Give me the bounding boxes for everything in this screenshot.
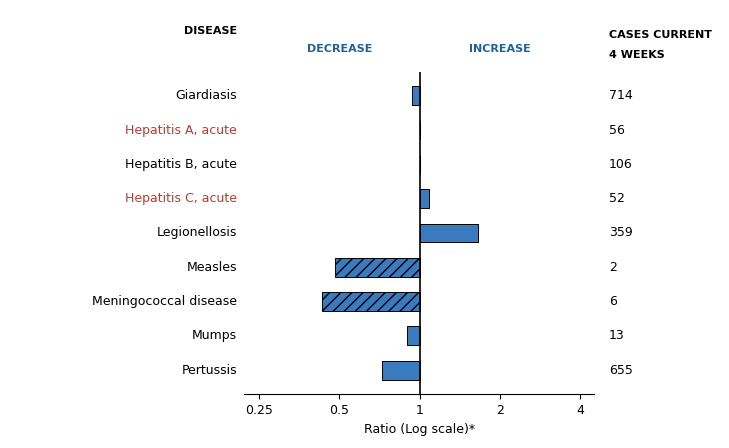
Text: 52: 52 <box>609 192 625 205</box>
Text: DISEASE: DISEASE <box>184 26 237 36</box>
Bar <box>412 86 420 105</box>
Text: 2: 2 <box>609 261 617 274</box>
Text: Hepatitis B, acute: Hepatitis B, acute <box>125 158 237 171</box>
Text: 6: 6 <box>609 295 617 308</box>
Text: INCREASE: INCREASE <box>469 44 531 54</box>
Text: 359: 359 <box>609 226 633 240</box>
Text: DECREASE: DECREASE <box>307 44 372 54</box>
Text: 4 WEEKS: 4 WEEKS <box>609 51 664 60</box>
Text: 714: 714 <box>609 89 633 102</box>
Text: Meningococcal disease: Meningococcal disease <box>92 295 237 308</box>
Text: Hepatitis A, acute: Hepatitis A, acute <box>125 124 237 137</box>
Text: 655: 655 <box>609 364 633 377</box>
Text: 56: 56 <box>609 124 625 137</box>
Bar <box>420 224 477 242</box>
Text: Pertussis: Pertussis <box>182 364 237 377</box>
Bar <box>382 361 420 379</box>
Text: CASES CURRENT: CASES CURRENT <box>609 30 712 40</box>
Text: Legionellosis: Legionellosis <box>157 226 237 240</box>
Text: 13: 13 <box>609 329 625 342</box>
Bar <box>407 327 420 345</box>
Text: Measles: Measles <box>187 261 237 274</box>
Text: Hepatitis C, acute: Hepatitis C, acute <box>125 192 237 205</box>
Bar <box>420 189 429 208</box>
Bar <box>322 292 420 311</box>
X-axis label: Ratio (Log scale)*: Ratio (Log scale)* <box>364 422 475 435</box>
Text: Mumps: Mumps <box>192 329 237 342</box>
Text: Giardiasis: Giardiasis <box>175 89 237 102</box>
Text: 106: 106 <box>609 158 633 171</box>
Bar <box>335 258 420 277</box>
